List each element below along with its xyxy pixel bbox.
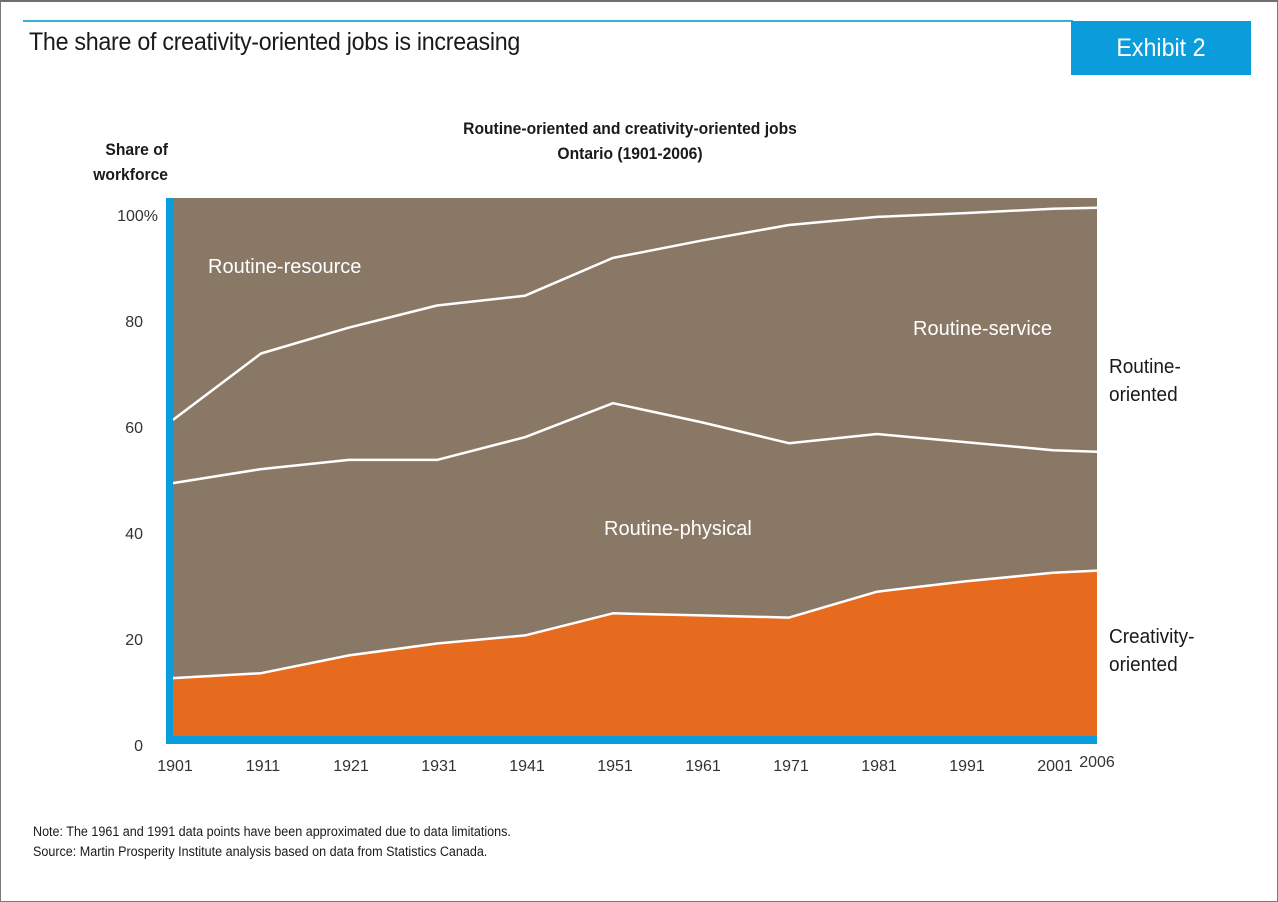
area-label-routine-service: Routine-service xyxy=(913,318,1052,340)
y-tick-label: 100% xyxy=(117,208,158,225)
y-axis-label-line2: workforce xyxy=(93,165,168,184)
boundary-line-routine-physical xyxy=(172,401,1098,485)
header-rule xyxy=(23,20,1073,22)
x-ticks: 1901 1911 1921 1931 1941 1951 1961 1971 1981 1991… xyxy=(157,754,1115,775)
x-tick-label: 1901 xyxy=(157,758,193,775)
area-layer xyxy=(173,198,1097,738)
exhibit-badge: Exhibit 2 xyxy=(1071,21,1251,75)
x-tick-label: 1931 xyxy=(421,758,457,775)
chart-subtitle: Ontario (1901-2006) xyxy=(557,144,703,163)
y-tick-label: 80 xyxy=(125,314,143,331)
area-creativity-oriented xyxy=(173,570,1097,738)
chart-title-block: Routine-oriented and creativity-oriented… xyxy=(400,116,860,166)
footnotes: Note: The 1961 and 1991 data points have… xyxy=(33,822,511,862)
y-tick-label: 0 xyxy=(134,738,143,755)
area-label-routine-resource: Routine-resource xyxy=(208,256,361,278)
x-tick-label: 1911 xyxy=(246,758,281,775)
note-text: Note: The 1961 and 1991 data points have… xyxy=(33,824,511,839)
exhibit-label: Exhibit 2 xyxy=(1116,33,1206,62)
legend-routine-line1: Routine- xyxy=(1109,356,1181,378)
x-tick-label: 1981 xyxy=(861,758,897,775)
y-axis-label: Share of workforce xyxy=(69,137,168,187)
y-axis-bar xyxy=(166,198,173,744)
x-tick-label: 2006 xyxy=(1079,754,1115,771)
legend-creativity-oriented: Creativity- oriented xyxy=(1109,623,1195,679)
x-tick-label: 1961 xyxy=(685,758,721,775)
legend-routine-line2: oriented xyxy=(1109,384,1178,406)
legend-routine-oriented: Routine- oriented xyxy=(1109,353,1181,409)
legend-creativity-line2: oriented xyxy=(1109,654,1178,676)
chart-title: Routine-oriented and creativity-oriented… xyxy=(463,119,797,138)
legend-creativity-line1: Creativity- xyxy=(1109,626,1195,648)
x-tick-label: 1991 xyxy=(949,758,985,775)
y-tick-label: 60 xyxy=(125,420,143,437)
y-tick-label: 40 xyxy=(125,526,143,543)
source-text: Source: Martin Prosperity Institute anal… xyxy=(33,844,488,859)
x-tick-label: 2001 xyxy=(1037,758,1073,775)
y-ticks: 0 20 40 60 80 100% xyxy=(117,208,158,755)
y-axis-label-line1: Share of xyxy=(105,140,168,159)
x-axis-bar xyxy=(166,736,1097,744)
area-label-routine-physical: Routine-physical xyxy=(604,518,752,540)
separator-lines xyxy=(172,206,1098,680)
y-tick-label: 20 xyxy=(125,632,143,649)
area-routine-resource xyxy=(173,198,1097,420)
x-tick-label: 1921 xyxy=(333,758,369,775)
x-tick-label: 1971 xyxy=(773,758,809,775)
page-title: The share of creativity-oriented jobs is… xyxy=(29,28,521,56)
x-tick-label: 1941 xyxy=(509,758,545,775)
x-tick-label: 1951 xyxy=(597,758,633,775)
boundary-line-routine-service xyxy=(172,206,1098,421)
area-routine-service xyxy=(173,207,1097,484)
area-routine-physical xyxy=(173,403,1097,679)
boundary-line-creativity-oriented xyxy=(172,569,1098,680)
